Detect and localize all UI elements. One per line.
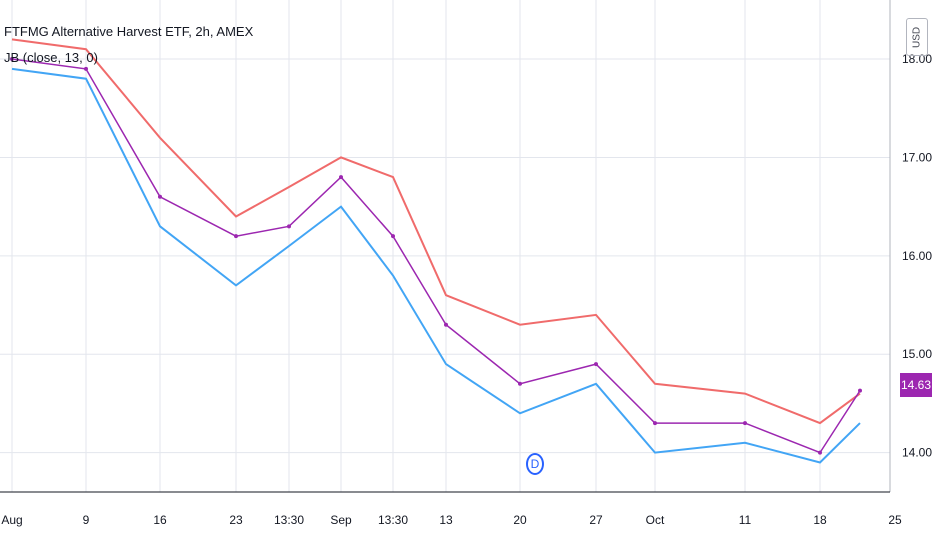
- last-price-label: 14.63: [900, 373, 932, 397]
- price-point: [858, 388, 862, 393]
- x-tick-label: 13: [439, 513, 453, 527]
- x-tick-label: 23: [229, 513, 243, 527]
- series-line-upper: [11, 38, 861, 425]
- price-point: [743, 421, 747, 426]
- y-tick-label: 15.00: [902, 347, 932, 361]
- price-point: [391, 234, 395, 239]
- x-tick-label: 27: [589, 513, 603, 527]
- y-tick-label: 17.00: [902, 150, 932, 164]
- x-tick-label: 11: [739, 513, 752, 527]
- price-axis[interactable]: 14.00 15.00 16.00 17.00 18.00: [902, 52, 932, 460]
- price-point: [594, 362, 598, 367]
- chart-title: FTFMG Alternative Harvest ETF, 2h, AMEX: [4, 24, 254, 39]
- x-tick-label: 13:30: [378, 513, 408, 527]
- y-tick-label: 14.00: [902, 446, 932, 460]
- x-tick-label: Sep: [330, 513, 352, 527]
- indicator-label[interactable]: JB (close, 13, 0): [4, 50, 98, 65]
- price-point: [653, 421, 657, 426]
- series-line-price: [11, 58, 861, 454]
- x-tick-label: Oct: [646, 513, 665, 527]
- time-axis[interactable]: Aug 9 16 23 13:30 Sep 13:30 13 20 27 Oct 11 18 25: [1, 513, 902, 527]
- y-tick-label: 18.00: [902, 52, 932, 66]
- x-tick-label: 9: [83, 513, 90, 527]
- x-tick-label: 18: [813, 513, 827, 527]
- price-point: [10, 57, 14, 62]
- x-tick-label: 13:30: [274, 513, 304, 527]
- x-tick-label: Aug: [1, 513, 22, 527]
- x-tick-label: 16: [153, 513, 167, 527]
- price-point: [158, 194, 162, 199]
- x-tick-label: 20: [513, 513, 527, 527]
- currency-button[interactable]: USD: [906, 18, 928, 56]
- price-point: [818, 450, 822, 455]
- price-point: [339, 175, 343, 180]
- price-point: [234, 234, 238, 239]
- price-point: [444, 322, 448, 327]
- price-point: [287, 224, 291, 229]
- grid-lines: [0, 0, 890, 492]
- dividend-marker-icon[interactable]: D: [526, 453, 544, 475]
- series-layer: [10, 38, 862, 464]
- price-point: [518, 381, 522, 386]
- price-point: [84, 66, 88, 71]
- x-tick-label: 25: [888, 513, 902, 527]
- y-tick-label: 16.00: [902, 249, 932, 263]
- series-line-lower: [11, 67, 861, 464]
